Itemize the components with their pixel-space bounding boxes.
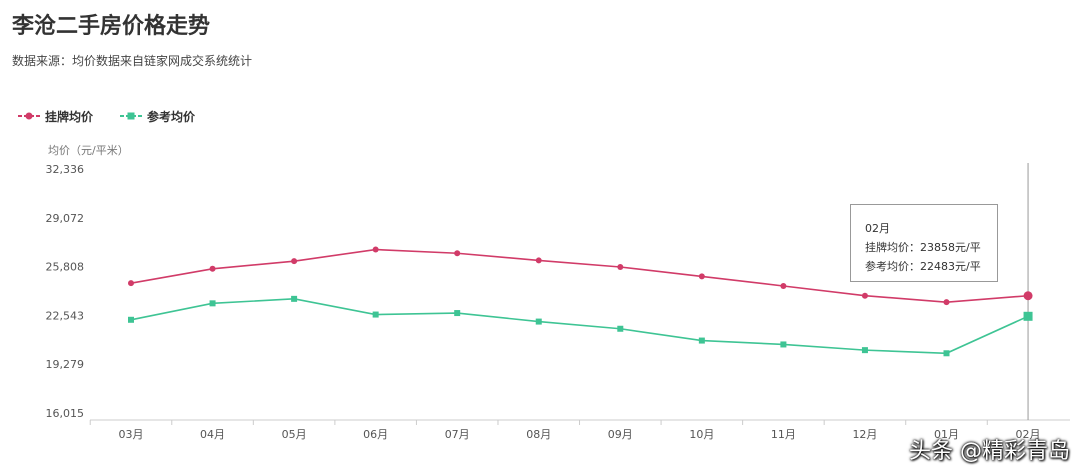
data-source-note: 数据来源：均价数据来自链家网成交系统统计 (12, 54, 253, 68)
data-point-listing (128, 280, 134, 287)
data-point-reference (1023, 311, 1033, 321)
data-point-listing (209, 265, 216, 272)
data-point-listing (454, 250, 461, 257)
data-point-listing (780, 282, 787, 289)
x-tick-label: 02月 (1016, 428, 1041, 441)
y-tick-label: 19,279 (46, 358, 85, 371)
legend-marker-circle-icon (18, 112, 40, 120)
x-tick-label: 03月 (119, 428, 144, 441)
data-point-listing (617, 264, 624, 271)
y-axis-label: 均价（元/平米） (48, 144, 129, 157)
data-point-reference (780, 341, 787, 348)
x-tick-label: 06月 (363, 428, 388, 441)
data-point-reference (535, 318, 542, 325)
y-tick-label: 25,808 (46, 261, 85, 274)
data-point-reference (291, 295, 298, 302)
data-point-reference (698, 337, 705, 344)
y-tick-label: 16,015 (46, 407, 85, 420)
data-point-reference (209, 300, 216, 307)
data-point-listing (698, 273, 705, 280)
data-point-listing (372, 246, 379, 253)
data-point-reference (861, 347, 868, 354)
x-tick-label: 11月 (771, 428, 796, 441)
legend-label-reference: 参考均价 (147, 109, 196, 124)
data-tooltip: 02月 挂牌均价：23858元/平 参考均价：22483元/平 (850, 204, 998, 282)
data-point-reference (454, 310, 461, 317)
data-point-listing (1023, 291, 1033, 301)
data-point-listing (535, 257, 542, 264)
x-tick-label: 01月 (934, 428, 959, 441)
data-point-listing (861, 292, 868, 299)
watermark: 头条 @精彩青岛 (909, 439, 1070, 464)
page-title: 李沧二手房价格走势 (12, 14, 211, 39)
legend-label-listing: 挂牌均价 (45, 109, 94, 124)
legend-item-listing[interactable]: 挂牌均价 (18, 106, 93, 126)
data-point-listing (943, 299, 950, 306)
data-point-reference (943, 350, 950, 357)
x-tick-label: 05月 (282, 428, 307, 441)
data-point-listing (291, 258, 298, 265)
legend-marker-square-icon (120, 112, 142, 120)
x-tick-label: 10月 (689, 428, 714, 441)
x-tick-label: 12月 (852, 428, 877, 441)
y-tick-label: 29,072 (46, 212, 85, 225)
tooltip-listing-value: 挂牌均价：23858元/平 (865, 241, 981, 254)
y-tick-label: 32,336 (46, 163, 85, 176)
series-line-listing (130, 248, 1029, 303)
y-tick-label: 22,543 (46, 309, 85, 322)
data-point-reference (617, 325, 624, 332)
x-tick-label: 07月 (445, 428, 470, 441)
x-tick-label: 09月 (608, 428, 633, 441)
tooltip-reference-value: 参考均价：22483元/平 (865, 260, 981, 273)
x-tick-label: 04月 (200, 428, 225, 441)
data-point-reference (372, 311, 379, 318)
series-line-reference (130, 298, 1029, 355)
data-point-reference (128, 316, 134, 323)
tooltip-month: 02月 (865, 222, 890, 235)
legend-item-reference[interactable]: 参考均价 (120, 106, 195, 126)
x-tick-label: 08月 (526, 428, 551, 441)
